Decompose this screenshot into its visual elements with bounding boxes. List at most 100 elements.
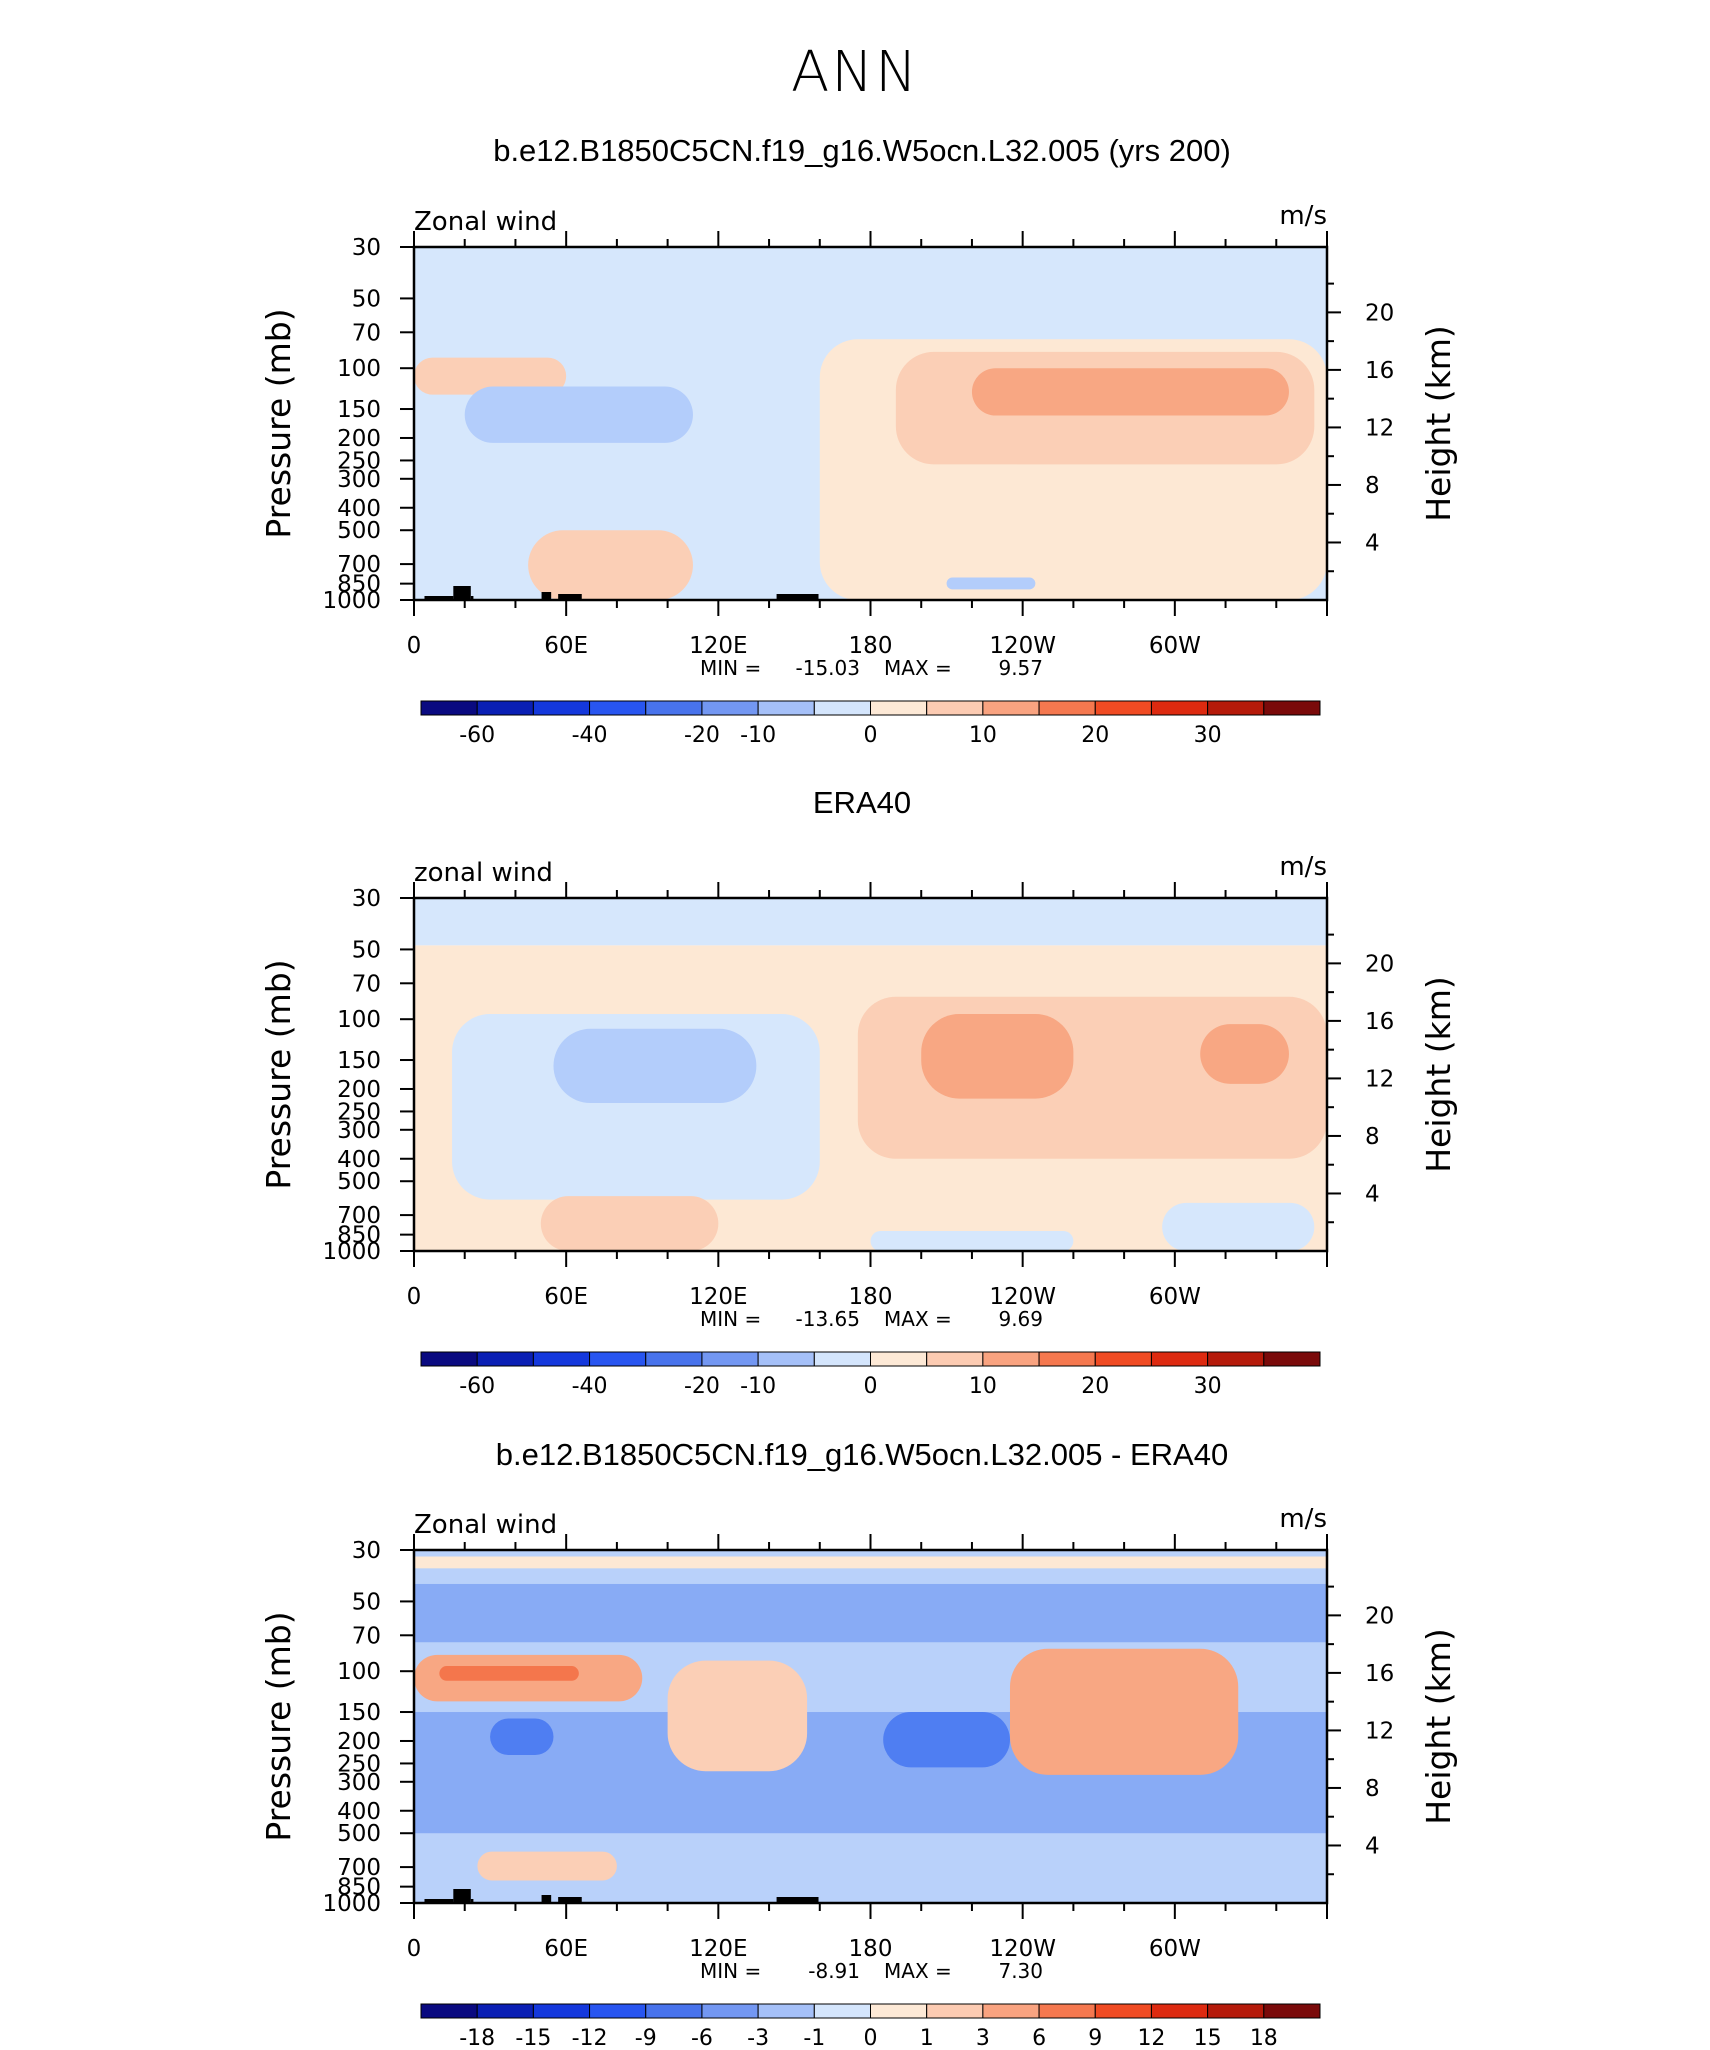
x-tick-label: 180 — [849, 633, 893, 659]
pressure-tick-label: 1000 — [322, 1891, 381, 1917]
contour-region-9 — [870, 1231, 1074, 1251]
colorbar-box — [813, 2003, 871, 2019]
colorbar-label: 12 — [1137, 2026, 1165, 2050]
pressure-tick-label: 850 — [337, 1875, 381, 1901]
x-axis: 0 60E 120E 180 120W 60W — [407, 882, 1328, 1310]
pressure-tick-label: 1000 — [322, 588, 381, 614]
pressure-tick-label: 500 — [337, 1821, 381, 1847]
contour-regions — [414, 1550, 1327, 1903]
max-label: MAX = — [884, 656, 952, 680]
x-tick-label: 60E — [544, 1284, 588, 1310]
x-tick-label: 0 — [407, 633, 422, 659]
height-tick-label: 12 — [1365, 1718, 1394, 1744]
units-label: m/s — [1279, 1504, 1327, 1534]
height-tick-label: 16 — [1365, 358, 1394, 384]
colorbar-label: -20 — [684, 1374, 720, 1399]
x-tick-label: 120E — [689, 1936, 747, 1962]
colorbar-box — [1150, 700, 1209, 716]
colorbar-box — [813, 700, 871, 716]
colorbar-box — [1038, 2003, 1096, 2019]
y-axis-title-left: Pressure (mb) — [259, 308, 298, 538]
colorbar-box — [982, 1351, 1040, 1367]
contour-region-9 — [439, 1666, 579, 1681]
pressure-tick-label: 500 — [337, 518, 381, 544]
pressure-tick-label: 300 — [337, 467, 381, 493]
pressure-tick-label: 200 — [337, 1077, 381, 1103]
pressure-tick-label: 400 — [337, 1799, 381, 1825]
contour-region-10 — [1162, 1202, 1315, 1251]
pressure-tick-label: 30 — [352, 235, 381, 261]
colorbar-label: -18 — [459, 2026, 495, 2050]
topography-block-5 — [558, 594, 582, 600]
colorbar-box — [1038, 700, 1096, 716]
max-label: MAX = — [884, 1307, 952, 1331]
pressure-tick-label: 150 — [337, 1048, 381, 1074]
colorbar-label: -15 — [515, 2026, 551, 2050]
pressure-tick-label: 50 — [352, 1589, 381, 1615]
colorbar-label: -60 — [459, 1374, 495, 1399]
colorbar-box — [982, 2003, 1040, 2019]
height-tick-label: 4 — [1365, 1181, 1380, 1207]
colorbar-label: 30 — [1194, 1374, 1222, 1399]
x-tick-label: 60W — [1149, 633, 1201, 659]
colorbar-box — [926, 1351, 984, 1367]
height-tick-label: 12 — [1365, 415, 1394, 441]
x-tick-label: 180 — [849, 1936, 893, 1962]
max-value: 9.57 — [998, 656, 1043, 680]
height-tick-label: 8 — [1365, 1776, 1380, 1802]
x-tick-label: 0 — [407, 1936, 422, 1962]
topography-block-2 — [453, 586, 471, 600]
max-label: MAX = — [884, 1959, 952, 1983]
colorbar-box — [1038, 1351, 1096, 1367]
units-label: m/s — [1279, 852, 1327, 882]
pressure-tick-label: 250 — [337, 1099, 381, 1125]
contour-region-4 — [414, 1556, 1327, 1569]
contour-region-4 — [553, 1028, 757, 1104]
pressure-tick-label: 50 — [352, 286, 381, 312]
x-tick-label: 180 — [849, 1284, 893, 1310]
pressure-tick-label: 70 — [352, 971, 381, 997]
pressure-tick-label: 30 — [352, 886, 381, 912]
pressure-tick-label: 250 — [337, 448, 381, 474]
variable-label: Zonal wind — [414, 1510, 557, 1540]
height-tick-label: 20 — [1365, 300, 1394, 326]
pressure-tick-label: 400 — [337, 496, 381, 522]
height-tick-label: 4 — [1365, 530, 1380, 556]
height-axis: 20 16 12 8 4 — [1327, 282, 1394, 573]
colorbar-box — [1094, 1351, 1152, 1367]
topography-block-5 — [558, 1897, 582, 1903]
max-value: 7.30 — [998, 1959, 1043, 1983]
y-axis-title-left: Pressure (mb) — [259, 959, 298, 1189]
colorbar-box — [532, 700, 591, 716]
colorbar-label: -3 — [747, 2026, 769, 2050]
colorbar-box — [1207, 700, 1265, 716]
pressure-tick-label: 30 — [352, 1538, 381, 1564]
pressure-tick-label: 500 — [337, 1169, 381, 1195]
x-tick-label: 120E — [689, 1284, 747, 1310]
pressure-tick-label: 1000 — [322, 1239, 381, 1265]
topography-block-6 — [776, 1897, 819, 1903]
colorbar-label: 3 — [976, 2026, 990, 2050]
pressure-tick-label: 300 — [337, 1770, 381, 1796]
colorbar-box — [1207, 1351, 1265, 1367]
colorbar-box — [1094, 2003, 1152, 2019]
colorbar-label: 10 — [969, 723, 997, 748]
colorbar-box — [532, 1351, 591, 1367]
colorbar-box — [757, 2003, 815, 2019]
contour-region-6 — [528, 530, 693, 600]
pressure-tick-label: 100 — [337, 1007, 381, 1033]
contour-region-2 — [414, 1583, 1327, 1643]
pressure-tick-label: 400 — [337, 1147, 381, 1173]
contour-region-8 — [540, 1196, 719, 1251]
x-tick-label: 60E — [544, 1936, 588, 1962]
topography — [424, 586, 819, 600]
colorbar-label: -1 — [803, 2026, 825, 2050]
height-axis: 20 16 12 8 4 — [1327, 933, 1394, 1224]
panel1-chart: 0 60E 120E 180 120W 60W3050701001502002503004… — [259, 201, 1458, 748]
colorbar-box — [645, 2003, 703, 2019]
y-axis-title-right: Height (km) — [1419, 325, 1458, 522]
y-axis-title-right: Height (km) — [1419, 976, 1458, 1173]
height-tick-label: 4 — [1365, 1833, 1380, 1859]
height-tick-label: 20 — [1365, 1603, 1394, 1629]
